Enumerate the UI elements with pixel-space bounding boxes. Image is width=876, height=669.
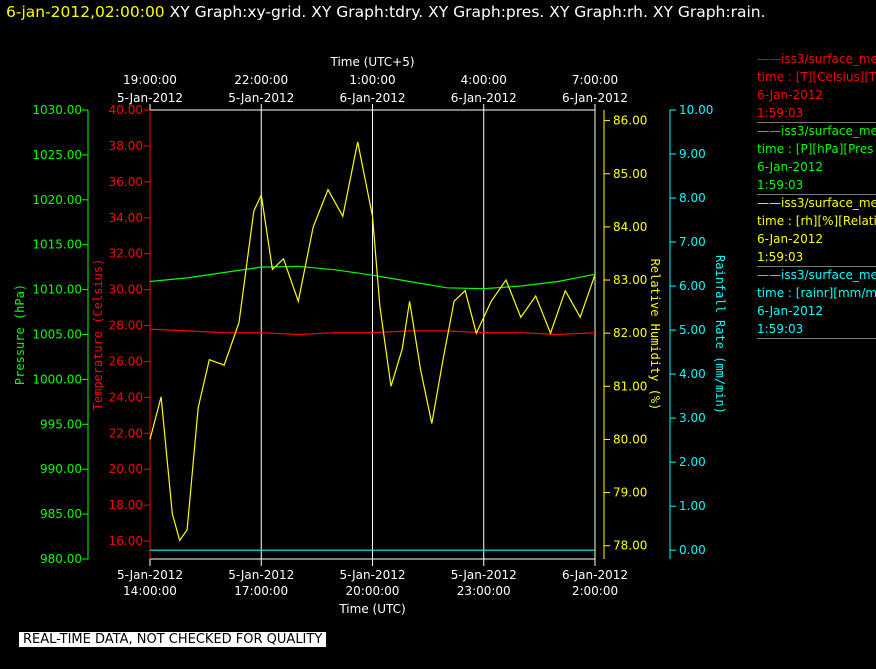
pressure-axis-title: Pressure (hPa) — [13, 284, 27, 385]
pressure-tick-label: 1020.00 — [32, 193, 82, 207]
rain-tick-label: 6.00 — [679, 279, 706, 293]
humidity-tick-label: 81.00 — [613, 379, 647, 393]
bottom-tick-date: 5-Jan-2012 — [117, 568, 183, 582]
rain-tick-label: 8.00 — [679, 191, 706, 205]
top-tick-time: 19:00:00 — [123, 73, 177, 87]
humidity-line — [149, 141, 596, 542]
bottom-tick-time: 14:00:00 — [123, 584, 177, 598]
bottom-tick-date: 5-Jan-2012 — [451, 568, 517, 582]
bottom-tick-time: 17:00:00 — [234, 584, 288, 598]
rain-tick-label: 9.00 — [679, 147, 706, 161]
bottom-tick-time: 23:00:00 — [457, 584, 511, 598]
top-tick-time: 1:00:00 — [349, 73, 395, 87]
pressure-tick-label: 995.00 — [40, 417, 82, 431]
temperature-tick-label: 24.00 — [109, 390, 143, 404]
legend-line3: 6-Jan-2012 — [757, 88, 823, 102]
top-tick-date: 6-Jan-2012 — [340, 91, 406, 105]
top-tick-date: 6-Jan-2012 — [451, 91, 517, 105]
rain-tick-label: 0.00 — [679, 543, 706, 557]
top-tick-date: 5-Jan-2012 — [228, 91, 294, 105]
humidity-tick-label: 85.00 — [613, 167, 647, 181]
legend-line4: 1:59:03 — [757, 322, 804, 336]
quality-notice: REAL-TIME DATA, NOT CHECKED FOR QUALITY — [19, 632, 327, 647]
temperature-tick-label: 36.00 — [109, 175, 143, 189]
temperature-tick-label: 22.00 — [109, 426, 143, 440]
window-title: 6-jan-2012,02:00:00 XY Graph:xy-grid. XY… — [6, 3, 766, 21]
humidity-axis-title: Relative Humidity (%) — [648, 259, 662, 411]
top-tick-time: 22:00:00 — [234, 73, 288, 87]
top-tick-time: 7:00:00 — [572, 73, 618, 87]
legend-line4: 1:59:03 — [757, 250, 804, 264]
legend-line1: ——iss3/surface_me — [757, 124, 876, 138]
legend-line3: 6-Jan-2012 — [757, 160, 823, 174]
bottom-axis-title: Time (UTC) — [338, 602, 405, 616]
humidity-tick-label: 86.00 — [613, 114, 647, 128]
rain-tick-label: 10.00 — [679, 103, 713, 117]
top-tick-date: 5-Jan-2012 — [117, 91, 183, 105]
temperature-axis-title: Temperature (Celsius) — [91, 259, 105, 411]
pressure-tick-label: 1005.00 — [32, 328, 82, 342]
humidity-tick-label: 79.00 — [613, 486, 647, 500]
pressure-tick-label: 1025.00 — [32, 148, 82, 162]
bottom-tick-date: 5-Jan-2012 — [228, 568, 294, 582]
top-tick-time: 4:00:00 — [461, 73, 507, 87]
temperature-tick-label: 16.00 — [109, 534, 143, 548]
temperature-tick-label: 38.00 — [109, 139, 143, 153]
temperature-tick-label: 34.00 — [109, 211, 143, 225]
bottom-tick-time: 20:00:00 — [346, 584, 400, 598]
rain-axis-title: Rainfall Rate (mm/min) — [713, 255, 727, 414]
temperature-tick-label: 18.00 — [109, 498, 143, 512]
legend-line3: 6-Jan-2012 — [757, 304, 823, 318]
bottom-tick-date: 5-Jan-2012 — [340, 568, 406, 582]
legend-line4: 1:59:03 — [757, 178, 804, 192]
pressure-line — [149, 265, 596, 290]
humidity-tick-label: 80.00 — [613, 432, 647, 446]
legend-line2: time : [T][Celsius][T — [757, 70, 876, 84]
pressure-tick-label: 985.00 — [40, 507, 82, 521]
legend-line2: time : [rainr][mm/mi — [757, 286, 876, 300]
top-tick-date: 6-Jan-2012 — [562, 91, 628, 105]
pressure-tick-label: 1030.00 — [32, 103, 82, 117]
humidity-tick-label: 84.00 — [613, 220, 647, 234]
temperature-tick-label: 28.00 — [109, 319, 143, 333]
pressure-tick-label: 990.00 — [40, 462, 82, 476]
legend-line4: 1:59:03 — [757, 106, 804, 120]
title-date: 6-jan-2012,02:00:00 — [6, 3, 165, 21]
temperature-tick-label: 26.00 — [109, 354, 143, 368]
humidity-tick-label: 82.00 — [613, 326, 647, 340]
pressure-tick-label: 1015.00 — [32, 238, 82, 252]
top-axis-title: Time (UTC+5) — [329, 55, 414, 69]
temperature-tick-label: 30.00 — [109, 283, 143, 297]
title-graph-list: XY Graph:xy-grid. XY Graph:tdry. XY Grap… — [169, 3, 766, 21]
temperature-line — [149, 328, 596, 336]
rain-tick-label: 7.00 — [679, 235, 706, 249]
rain-tick-label: 1.00 — [679, 499, 706, 513]
legend-line1: ——iss3/surface_me — [757, 196, 876, 210]
humidity-tick-label: 83.00 — [613, 273, 647, 287]
rain-tick-label: 4.00 — [679, 367, 706, 381]
pressure-tick-label: 1010.00 — [32, 283, 82, 297]
legend-line2: time : [rh][%][Relati — [757, 214, 876, 228]
legend-line1: ——iss3/surface_me — [757, 52, 876, 66]
pressure-tick-label: 980.00 — [40, 552, 82, 566]
rain-tick-label: 2.00 — [679, 455, 706, 469]
rain-tick-label: 3.00 — [679, 411, 706, 425]
legend-line1: ——iss3/surface_me — [757, 268, 876, 282]
temperature-tick-label: 32.00 — [109, 247, 143, 261]
bottom-tick-time: 2:00:00 — [572, 584, 618, 598]
bottom-tick-date: 6-Jan-2012 — [562, 568, 628, 582]
pressure-tick-label: 1000.00 — [32, 372, 82, 386]
humidity-tick-label: 78.00 — [613, 539, 647, 553]
rain-tick-label: 5.00 — [679, 323, 706, 337]
temperature-tick-label: 40.00 — [109, 103, 143, 117]
temperature-tick-label: 20.00 — [109, 462, 143, 476]
legend-line3: 6-Jan-2012 — [757, 232, 823, 246]
legend-line2: time : [P][hPa][Pres — [757, 142, 874, 156]
